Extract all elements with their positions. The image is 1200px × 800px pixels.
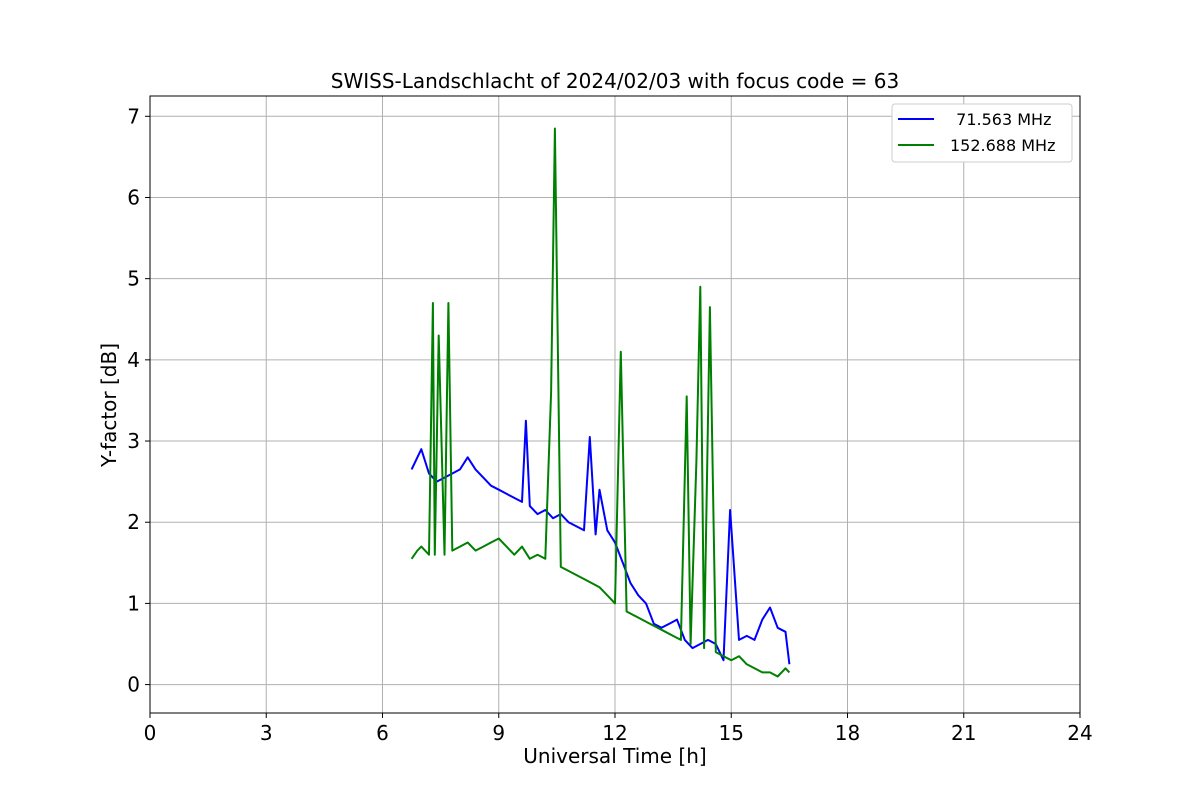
legend-label-152-688: 152.688 MHz xyxy=(950,136,1055,155)
y-tick-label: 4 xyxy=(127,348,140,372)
x-tick-label: 18 xyxy=(835,721,860,745)
chart-title: SWISS-Landschlacht of 2024/02/03 with fo… xyxy=(331,69,899,93)
series-group xyxy=(410,127,791,678)
y-tick-label: 6 xyxy=(127,185,140,209)
legend-box xyxy=(891,103,1073,163)
legend: 71.563 MHz 152.688 MHz xyxy=(891,103,1073,163)
y-axis-label: Y-factor [dB] xyxy=(97,343,121,468)
x-tick-label: 15 xyxy=(719,721,744,745)
y-tick-label: 5 xyxy=(127,267,140,291)
x-tick-label: 21 xyxy=(951,721,976,745)
x-tick-label: 6 xyxy=(376,721,389,745)
x-axis-label: Universal Time [h] xyxy=(523,744,706,768)
y-tick-label: 1 xyxy=(127,591,140,615)
x-tick-label: 24 xyxy=(1067,721,1092,745)
x-tick-label: 9 xyxy=(492,721,505,745)
x-tick-label: 12 xyxy=(602,721,627,745)
series-line-1 xyxy=(410,127,791,678)
y-tick-label: 3 xyxy=(127,429,140,453)
y-tick-label: 0 xyxy=(127,673,140,697)
y-tick-label: 2 xyxy=(127,510,140,534)
y-tick-label: 7 xyxy=(127,104,140,128)
x-tick-label: 3 xyxy=(260,721,273,745)
series-line-0 xyxy=(410,419,791,665)
legend-label-71-563: 71.563 MHz xyxy=(946,110,1051,129)
x-tick-label: 0 xyxy=(144,721,157,745)
